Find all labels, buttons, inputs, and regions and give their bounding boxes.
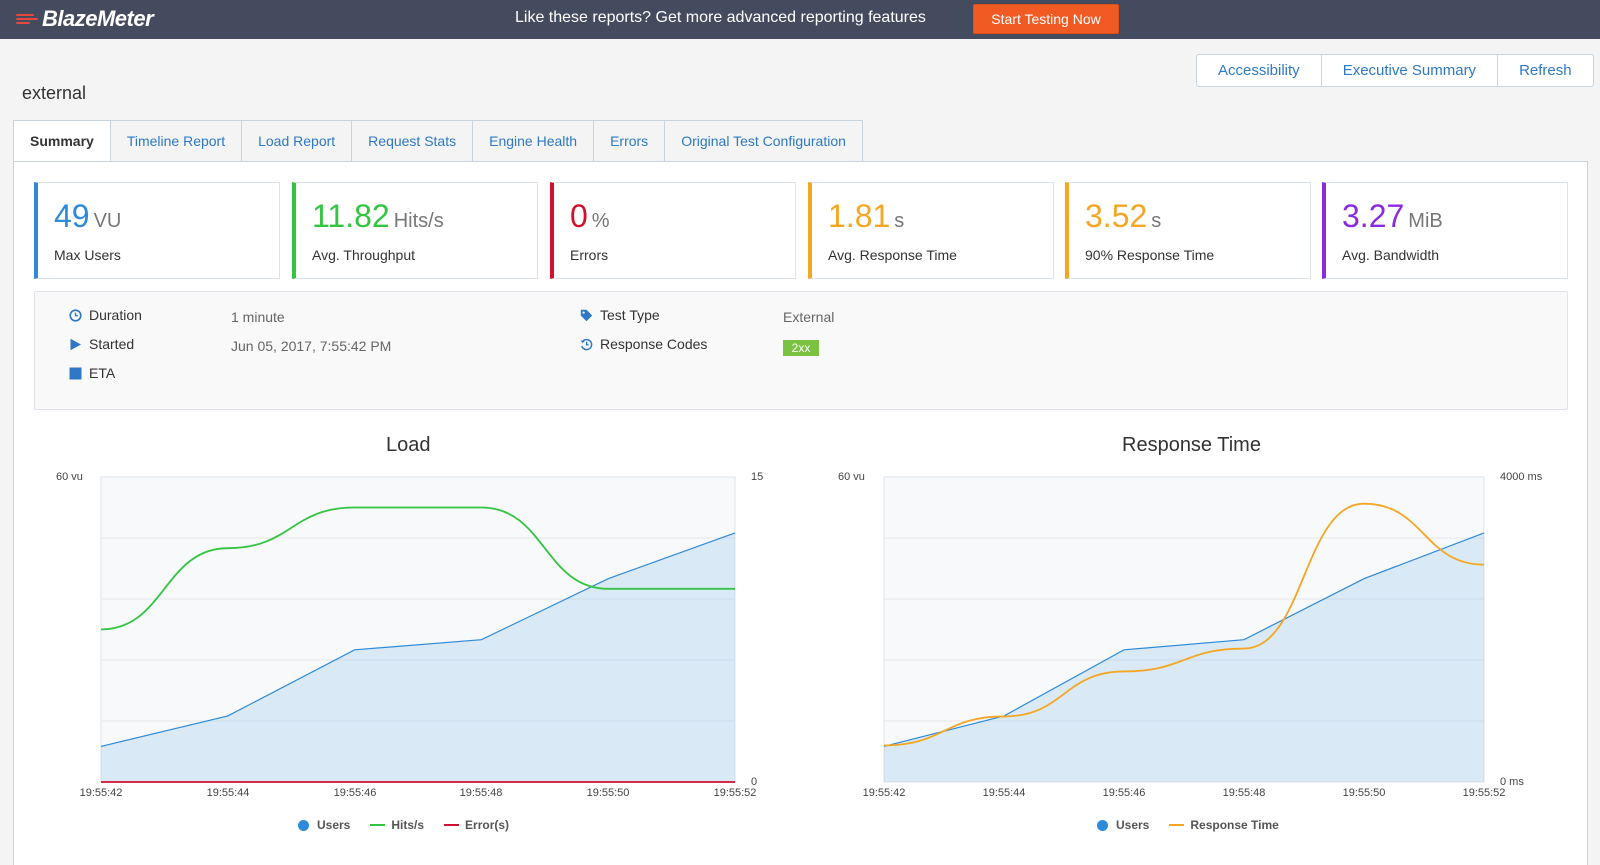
kpi-avg-throughput: 11.82 Hits/s Avg. Throughput bbox=[292, 182, 538, 279]
load-plot-area bbox=[100, 476, 736, 783]
load-y-right-top: 15 bbox=[751, 471, 764, 483]
legend-item-users[interactable]: Users bbox=[1097, 818, 1149, 832]
test-type-row: Test Type bbox=[579, 307, 660, 323]
stop-icon bbox=[68, 366, 82, 380]
rt-x-tick: 19:55:50 bbox=[1342, 787, 1386, 799]
kpi-label: 90% Response Time bbox=[1085, 247, 1215, 263]
kpi-avg-bandwidth: 3.27 MiB Avg. Bandwidth bbox=[1322, 182, 1568, 279]
legend-item-users[interactable]: Users bbox=[298, 818, 350, 832]
duration-row: Duration bbox=[68, 307, 142, 323]
rt-y-right-bottom: 0 ms bbox=[1500, 776, 1524, 788]
accessibility-button[interactable]: Accessibility bbox=[1197, 55, 1322, 86]
duration-value: 1 minute bbox=[231, 309, 285, 325]
load-chart-legend: Users Hits/s Error(s) bbox=[298, 818, 529, 832]
kpi-value: 0% bbox=[570, 198, 610, 234]
response-time-chart-title: Response Time bbox=[1122, 434, 1261, 456]
legend-item-errors[interactable]: Error(s) bbox=[444, 818, 509, 832]
load-x-tick: 19:55:48 bbox=[459, 787, 503, 799]
started-row: Started bbox=[68, 336, 134, 352]
rt-x-tick: 19:55:46 bbox=[1102, 787, 1146, 799]
load-x-tick: 19:55:42 bbox=[79, 787, 123, 799]
eta-row: ETA bbox=[68, 365, 115, 381]
rt-plot-area bbox=[883, 476, 1485, 783]
tab-load-report[interactable]: Load Report bbox=[242, 120, 353, 162]
load-x-tick: 19:55:50 bbox=[586, 787, 630, 799]
top-bar: BlazeMeter Like these reports? Get more … bbox=[0, 0, 1600, 39]
response-codes-row: Response Codes bbox=[579, 336, 707, 352]
load-series-users-line bbox=[100, 532, 736, 748]
rt-series-response-time-line bbox=[883, 502, 1485, 747]
load-series-hits-s-line bbox=[100, 506, 735, 631]
promo-text: Like these reports? Get more advanced re… bbox=[515, 9, 926, 26]
play-icon bbox=[68, 337, 82, 351]
rt-chart-legend: Users Response Time bbox=[1097, 818, 1299, 832]
legend-item-response-time[interactable]: Response Time bbox=[1169, 818, 1279, 832]
executive-summary-button[interactable]: Executive Summary bbox=[1322, 55, 1499, 86]
legend-item-hits[interactable]: Hits/s bbox=[370, 818, 424, 832]
kpi-avg-response-time: 1.81 s Avg. Response Time bbox=[808, 182, 1054, 279]
kpi-90-response-time: 3.52 s 90% Response Time bbox=[1065, 182, 1311, 279]
load-chart-title: Load bbox=[386, 434, 431, 456]
report-tabs: Summary Timeline Report Load Report Requ… bbox=[13, 120, 863, 162]
tab-engine-health[interactable]: Engine Health bbox=[473, 120, 595, 162]
page-title: external bbox=[22, 83, 87, 103]
rt-x-tick: 19:55:42 bbox=[862, 787, 906, 799]
kpi-value: 11.82 Hits/s bbox=[312, 198, 444, 234]
tab-timeline-report[interactable]: Timeline Report bbox=[110, 120, 243, 162]
test-type-label: Test Type bbox=[600, 307, 660, 323]
response-code-badge: 2xx bbox=[783, 340, 819, 356]
kpi-label: Avg. Response Time bbox=[828, 247, 957, 263]
load-y-left-label: 60 vu bbox=[56, 471, 83, 483]
load-x-tick: 19:55:46 bbox=[333, 787, 377, 799]
load-series-users-area bbox=[101, 532, 735, 782]
started-value: Jun 05, 2017, 7:55:42 PM bbox=[231, 338, 392, 354]
test-type-value: External bbox=[783, 309, 835, 325]
rt-x-tick: 19:55:52 bbox=[1462, 787, 1506, 799]
rt-x-tick: 19:55:48 bbox=[1222, 787, 1266, 799]
blazemeter-logo[interactable]: BlazeMeter bbox=[16, 6, 154, 32]
logo-mark-icon bbox=[16, 12, 40, 26]
load-x-tick: 19:55:44 bbox=[206, 787, 250, 799]
kpi-label: Max Users bbox=[54, 247, 121, 263]
kpi-max-users: 49 VU Max Users bbox=[34, 182, 280, 279]
logo-text: BlazeMeter bbox=[42, 6, 154, 31]
kpi-label: Errors bbox=[570, 247, 609, 263]
kpi-value: 49 VU bbox=[54, 198, 122, 234]
kpi-errors: 0% Errors bbox=[550, 182, 796, 279]
kpi-label: Avg. Bandwidth bbox=[1342, 247, 1440, 263]
tag-icon bbox=[579, 308, 593, 322]
tab-errors[interactable]: Errors bbox=[594, 120, 666, 162]
report-actions: Accessibility Executive Summary Refresh bbox=[1196, 54, 1594, 87]
history-icon bbox=[579, 337, 593, 351]
rt-series-users-area bbox=[884, 532, 1484, 782]
eta-label: ETA bbox=[89, 365, 116, 381]
started-label: Started bbox=[89, 336, 135, 352]
tab-request-stats[interactable]: Request Stats bbox=[352, 120, 474, 162]
kpi-value: 3.27 MiB bbox=[1342, 198, 1443, 234]
load-y-right-bottom: 0 bbox=[751, 776, 758, 788]
response-codes-label: Response Codes bbox=[600, 336, 708, 352]
load-x-tick: 19:55:52 bbox=[713, 787, 757, 799]
kpi-value: 1.81 s bbox=[828, 198, 905, 234]
rt-series-users-line bbox=[883, 532, 1485, 747]
duration-label: Duration bbox=[89, 307, 142, 323]
start-testing-button[interactable]: Start Testing Now bbox=[973, 4, 1119, 34]
kpi-value: 3.52 s bbox=[1085, 198, 1162, 234]
rt-y-left-label: 60 vu bbox=[838, 471, 865, 483]
refresh-button[interactable]: Refresh bbox=[1519, 62, 1572, 79]
kpi-label: Avg. Throughput bbox=[312, 247, 416, 263]
rt-x-tick: 19:55:44 bbox=[982, 787, 1026, 799]
tab-original-test-configuration[interactable]: Original Test Configuration bbox=[665, 120, 863, 162]
rt-y-right-top: 4000 ms bbox=[1500, 471, 1543, 483]
clock-icon bbox=[68, 308, 82, 322]
